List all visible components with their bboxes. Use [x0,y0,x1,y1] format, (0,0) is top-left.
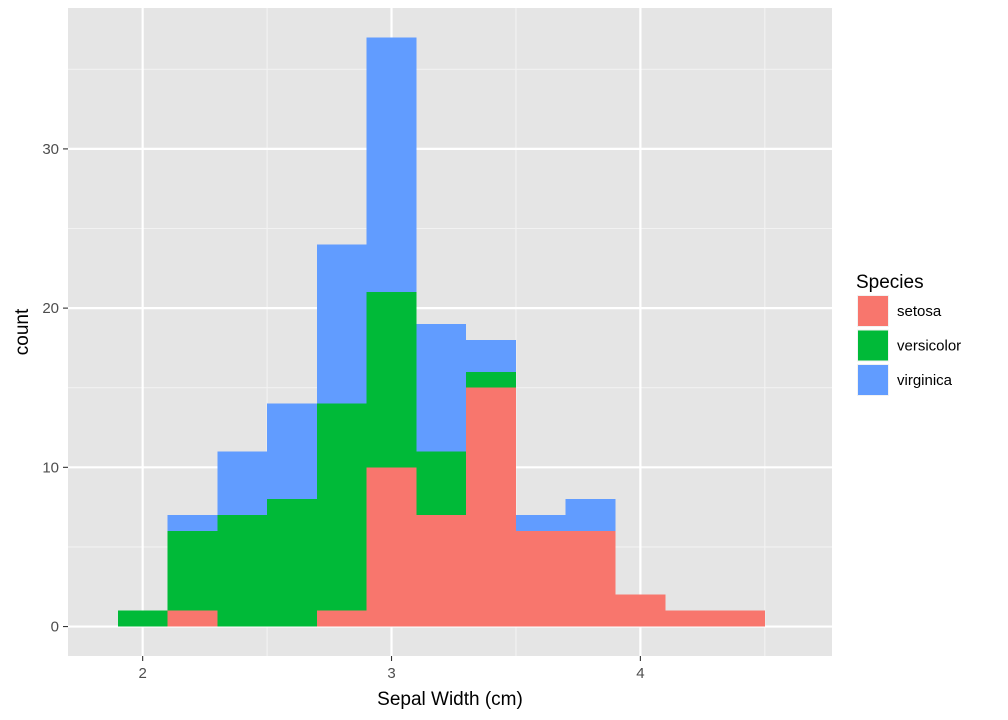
bar-setosa [715,610,765,627]
bar-versicolor [117,610,168,627]
bar-versicolor [366,292,417,468]
bar-setosa [615,594,666,627]
bar-setosa [167,610,218,627]
bar-setosa [316,610,367,627]
bar-setosa [366,467,417,627]
bar-setosa [515,531,566,627]
y-tick-label: 0 [51,619,59,636]
bar-versicolor [217,515,268,627]
bar-setosa [466,387,516,627]
bar-virginica [316,244,367,404]
bar-setosa [416,515,467,627]
histogram-bars [117,37,765,627]
bar-virginica [366,37,417,293]
legend-key-setosa [858,296,888,326]
legend-label-versicolor: versicolor [897,338,961,355]
bar-virginica [416,324,467,452]
bar-versicolor [416,451,467,516]
legend-key-versicolor [858,330,888,361]
x-axis: 2 3 4 [138,656,645,682]
y-tick-label: 20 [42,300,59,317]
bar-versicolor [267,499,317,627]
y-axis-title: count [12,308,33,355]
legend-label-virginica: virginica [897,372,953,389]
bar-virginica [466,339,516,372]
y-axis: 0 10 20 30 [42,141,68,636]
legend-label-setosa: setosa [897,303,942,320]
bar-versicolor [466,371,516,388]
x-tick-label: 2 [138,665,146,682]
legend: Species setosa versicolor virginica [856,272,961,396]
bar-virginica [565,499,616,532]
bar-versicolor [316,403,367,611]
x-tick-label: 3 [387,665,395,682]
bar-versicolor [167,531,218,611]
bar-virginica [267,403,317,500]
x-tick-label: 4 [636,665,644,682]
bar-setosa [565,531,616,627]
bar-setosa [665,610,716,627]
bar-virginica [217,451,268,516]
y-tick-label: 30 [42,141,59,158]
bar-virginica [167,515,218,532]
legend-title: Species [856,272,924,293]
bar-virginica [515,515,566,532]
x-axis-title: Sepal Width (cm) [377,689,523,710]
y-tick-label: 10 [42,459,59,476]
legend-key-virginica [858,365,888,395]
